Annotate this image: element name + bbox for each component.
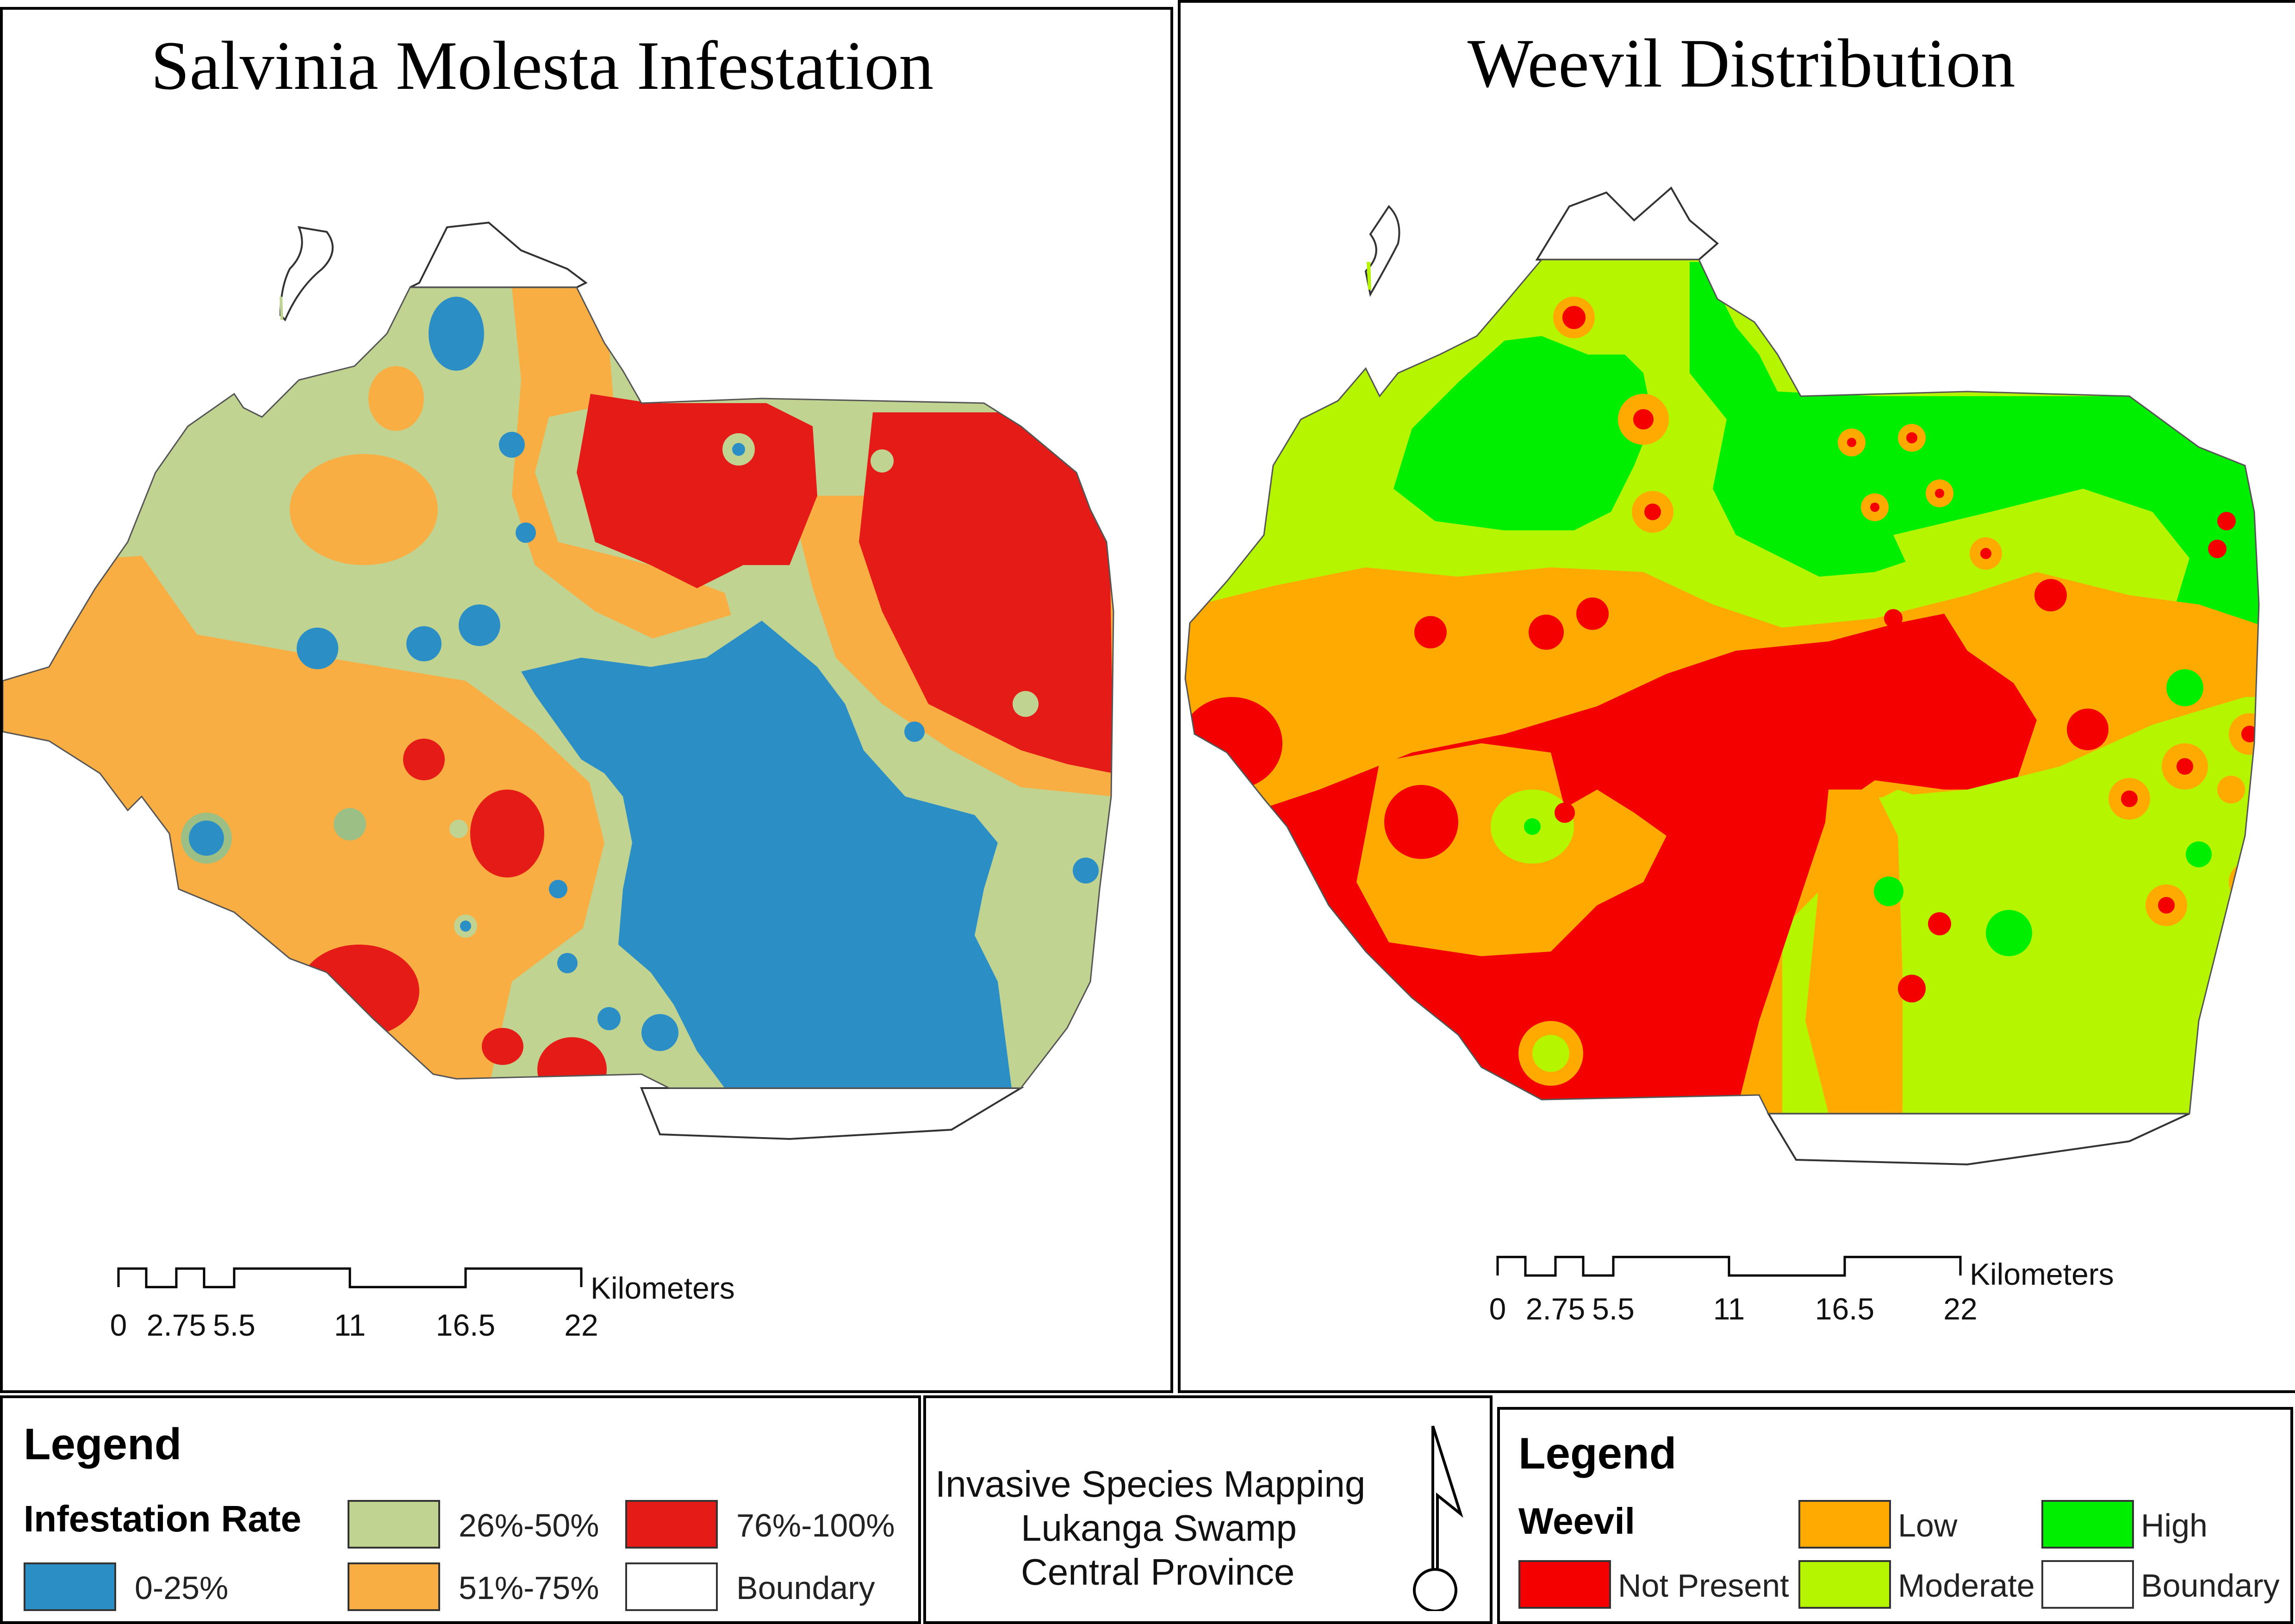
legend-label: 76%-100%	[736, 1507, 895, 1543]
weevil-map: 0 2.75 5.5 11 16.5 22 Kilometers	[1184, 186, 2260, 1326]
legend-label: Boundary	[736, 1570, 875, 1606]
weevil-scale-tick: 2.75	[1526, 1292, 1585, 1326]
salvinia-scale-bar	[117, 1267, 583, 1288]
legend-subheading: Infestation Rate	[24, 1498, 302, 1539]
legend-swatch-high	[2041, 1500, 2134, 1549]
legend-swatch-boundary	[2041, 1560, 2134, 1609]
legend-label: Boundary	[2141, 1568, 2280, 1604]
legend-swatch-not-present	[1518, 1560, 1611, 1609]
legend-label: 26%-50%	[459, 1507, 599, 1543]
legend-subheading: Weevil	[1518, 1500, 1635, 1542]
north-arrow-icon	[1413, 1425, 1463, 1611]
salvinia-scale-unit: Kilometers	[591, 1271, 735, 1305]
weevil-map-title: Weevil Distribution	[1468, 25, 2015, 102]
legend-swatch-76-100	[625, 1500, 718, 1549]
map-title-box: Invasive Species Mapping Lukanga Swamp C…	[923, 1395, 1493, 1624]
weevil-scale-tick: 22	[1943, 1292, 1977, 1326]
weevil-scale-unit: Kilometers	[1970, 1257, 2114, 1291]
salvinia-legend: Legend Infestation Rate 0-25% 26%-50% 51…	[0, 1395, 921, 1624]
legend-label: 0-25%	[135, 1570, 229, 1606]
weevil-scale-tick: 16.5	[1815, 1292, 1874, 1326]
title-line: Lukanga Swamp	[1021, 1507, 1297, 1549]
legend-swatch-0-25	[24, 1562, 116, 1611]
weevil-legend: Legend Weevil Not Present Low Moderate H…	[1497, 1407, 2293, 1624]
legend-swatch-low	[1798, 1500, 1891, 1549]
salvinia-map-title: Salvinia Molesta Infestation	[151, 27, 934, 104]
salvinia-scale-tick: 2.75	[147, 1308, 206, 1342]
salvinia-scale-tick: 16.5	[436, 1308, 495, 1342]
title-line: Central Province	[1021, 1551, 1295, 1593]
legend-heading: Legend	[24, 1419, 182, 1469]
weevil-scale-bar	[1496, 1256, 1962, 1277]
salvinia-scale-tick: 22	[564, 1308, 598, 1342]
title-line: Invasive Species Mapping	[935, 1463, 1366, 1505]
salvinia-map-panel: Salvinia Molesta Infestation	[0, 7, 1173, 1393]
salvinia-scale-tick: 11	[334, 1308, 366, 1342]
salvinia-scale-tick: 5.5	[213, 1308, 255, 1342]
weevil-scale-tick: 11	[1713, 1292, 1745, 1326]
legend-label: Low	[1898, 1507, 1958, 1543]
legend-label: High	[2141, 1507, 2208, 1543]
weevil-scale-tick: 5.5	[1592, 1292, 1635, 1326]
weevil-map-panel: Weevil Distribution	[1178, 0, 2295, 1393]
legend-swatch-51-75	[348, 1562, 440, 1611]
legend-label: Not Present	[1618, 1568, 1789, 1604]
legend-swatch-boundary	[625, 1562, 718, 1611]
legend-heading: Legend	[1518, 1429, 1677, 1478]
legend-swatch-26-50	[348, 1500, 440, 1549]
salvinia-map: 0 2.75 5.5 11 16.5 22 Kilometers	[3, 221, 1114, 1342]
salvinia-scale-tick: 0	[110, 1308, 127, 1342]
legend-label: Moderate	[1898, 1568, 2035, 1604]
weevil-scale-tick: 0	[1489, 1292, 1506, 1326]
legend-swatch-moderate	[1798, 1560, 1891, 1609]
legend-label: 51%-75%	[459, 1570, 599, 1606]
